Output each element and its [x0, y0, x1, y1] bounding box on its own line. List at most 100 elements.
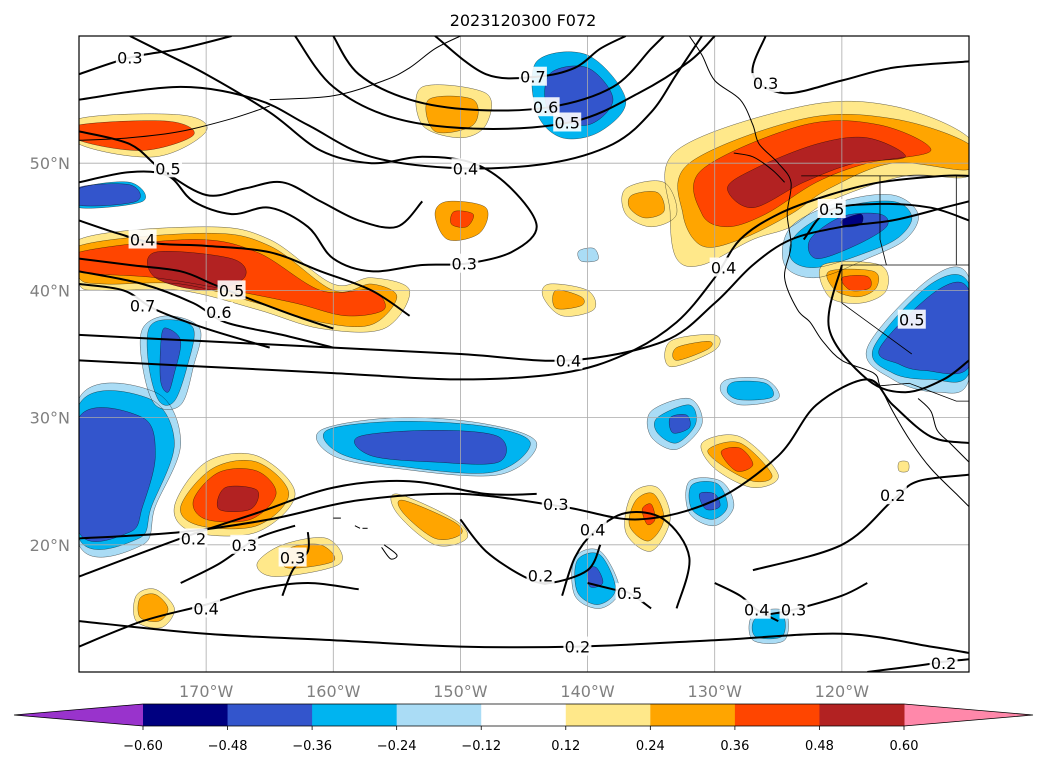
contour-label-bg-27 — [779, 599, 808, 619]
shaded-outline-54 — [192, 468, 277, 523]
coastline-0 — [688, 36, 969, 507]
contour-label-5: 0.3 — [753, 74, 778, 93]
shaded-outline-51 — [159, 327, 182, 393]
colorbar-extend-high — [904, 704, 1033, 726]
shaded-outline-42 — [720, 447, 754, 472]
contour-label-bg-7 — [154, 158, 182, 178]
colorbar-bin-2 — [312, 704, 398, 726]
contour-label-28: 0.2 — [931, 654, 956, 673]
lon-tick-label-0: 170°W — [179, 682, 234, 701]
shaded-outline-34 — [878, 281, 969, 375]
colorbar-tick-labels: −0.60 −0.48 −0.36 −0.24 −0.12 0.12 0.24 0.36 0.4… — [123, 726, 918, 754]
shaded-outline-1 — [79, 120, 195, 151]
contour-label-7: 0.5 — [155, 159, 180, 178]
contour-line-27 — [765, 582, 868, 616]
contour-label-25: 0.5 — [617, 584, 642, 603]
colorbar-tick-label-3: −0.24 — [377, 739, 417, 754]
contour-label-bg-23 — [526, 565, 555, 585]
colorbar-bin-5 — [565, 704, 651, 726]
shaded-outline-5 — [79, 232, 398, 327]
shaded-outline-55 — [216, 485, 259, 512]
contour-line-19 — [79, 582, 359, 648]
colorbar-bin-3 — [396, 704, 482, 726]
contour-label-10: 0.6 — [206, 303, 231, 322]
shaded-outline-46 — [79, 382, 181, 558]
contour-label-bg-3 — [553, 112, 582, 132]
contour-label-18: 0.2 — [181, 529, 206, 548]
coastline-7 — [354, 525, 361, 529]
shaded-area-42 — [721, 447, 753, 472]
contour-label-15: 0.5 — [899, 311, 924, 330]
coastline-2 — [733, 152, 785, 183]
lon-tick-label-3: 140°W — [560, 682, 615, 701]
lon-tick-label-5: 120°W — [815, 682, 870, 701]
colorbar-tick-label-6: 0.24 — [636, 739, 665, 754]
contour-label-bg-13 — [554, 350, 583, 370]
shaded-outline-8 — [434, 200, 489, 241]
contour-label-bg-0 — [115, 47, 144, 67]
contour-label-24: 0.4 — [580, 521, 605, 540]
contour-line-6 — [79, 36, 538, 273]
shaded-outline-0 — [79, 113, 208, 158]
colorbar-bin-8 — [819, 704, 905, 726]
coastline-3 — [269, 36, 461, 101]
contour-label-6: 0.3 — [452, 255, 477, 274]
shaded-outline-29 — [819, 261, 889, 304]
contour-line-17 — [79, 378, 969, 540]
colorbar-tick-label-2: −0.36 — [292, 739, 332, 754]
shaded-area-19 — [544, 65, 613, 126]
shaded-area-73 — [897, 460, 910, 473]
contour-line-14 — [802, 202, 969, 241]
shaded-outline-64 — [641, 503, 656, 526]
latitude-tick-labels: 50°N 40°N 30°N 20°N — [30, 154, 70, 555]
coastline-1 — [917, 398, 969, 463]
shaded-outline-32 — [865, 266, 969, 394]
shaded-outline-69 — [574, 552, 616, 605]
lat-tick-label-1: 40°N — [30, 281, 70, 300]
colorbar-bin-0 — [143, 704, 229, 726]
shaded-area-9 — [450, 210, 474, 228]
longitude-tick-labels: 170°W 160°W 150°W 140°W 130°W 120°W — [179, 682, 869, 701]
contour-label-bg-8 — [128, 229, 157, 249]
contour-lines — [79, 36, 969, 672]
contour-label-bg-4 — [451, 158, 480, 178]
contour-line-22 — [79, 620, 969, 654]
shaded-outline-21 — [664, 100, 969, 267]
colorbar-tick-label-5: 0.12 — [551, 739, 580, 754]
contour-label-bg-14 — [817, 198, 846, 218]
map-layers: 0.30.70.60.50.40.30.30.50.40.50.60.70.40… — [79, 36, 969, 673]
contour-label-21: 0.3 — [280, 549, 305, 568]
contour-label-bg-26 — [742, 599, 771, 619]
shaded-area-36 — [727, 381, 774, 401]
contour-label-bg-17 — [541, 494, 570, 514]
shaded-outline-40 — [700, 434, 779, 488]
contour-line-2 — [332, 36, 665, 112]
contour-label-bg-16 — [878, 485, 907, 505]
contour-label-bg-28 — [929, 653, 958, 672]
contour-label-11: 0.7 — [130, 297, 155, 316]
shaded-area-3 — [79, 183, 141, 207]
shaded-outline-50 — [146, 319, 195, 406]
colorbar-bin-4 — [481, 704, 567, 726]
contour-label-0: 0.3 — [117, 49, 142, 68]
shaded-outline-45 — [354, 430, 507, 465]
colorbar-tick-label-4: −0.12 — [461, 739, 501, 754]
shaded-anomaly-fields — [79, 51, 969, 644]
contour-label-17: 0.3 — [543, 495, 568, 514]
shaded-area-70 — [587, 566, 603, 588]
shaded-outline-36 — [726, 380, 774, 401]
contour-line-5 — [751, 36, 969, 95]
colorbar-tick-label-1: −0.48 — [208, 739, 248, 754]
shaded-outline-6 — [79, 239, 386, 317]
shaded-area-55 — [217, 486, 259, 512]
contour-label-bg-12 — [709, 257, 738, 277]
shaded-outline-9 — [450, 210, 474, 228]
shaded-outline-38 — [654, 404, 697, 444]
shaded-area-24 — [727, 137, 906, 208]
contour-line-13 — [79, 200, 969, 362]
colorbar-tick-label-7: 0.36 — [720, 739, 749, 754]
contour-label-bg-11 — [128, 295, 157, 315]
colorbar-tick-label-0: −0.60 — [123, 739, 163, 754]
graticule — [79, 36, 969, 672]
colorbar-tick-label-8: 0.48 — [805, 739, 834, 754]
